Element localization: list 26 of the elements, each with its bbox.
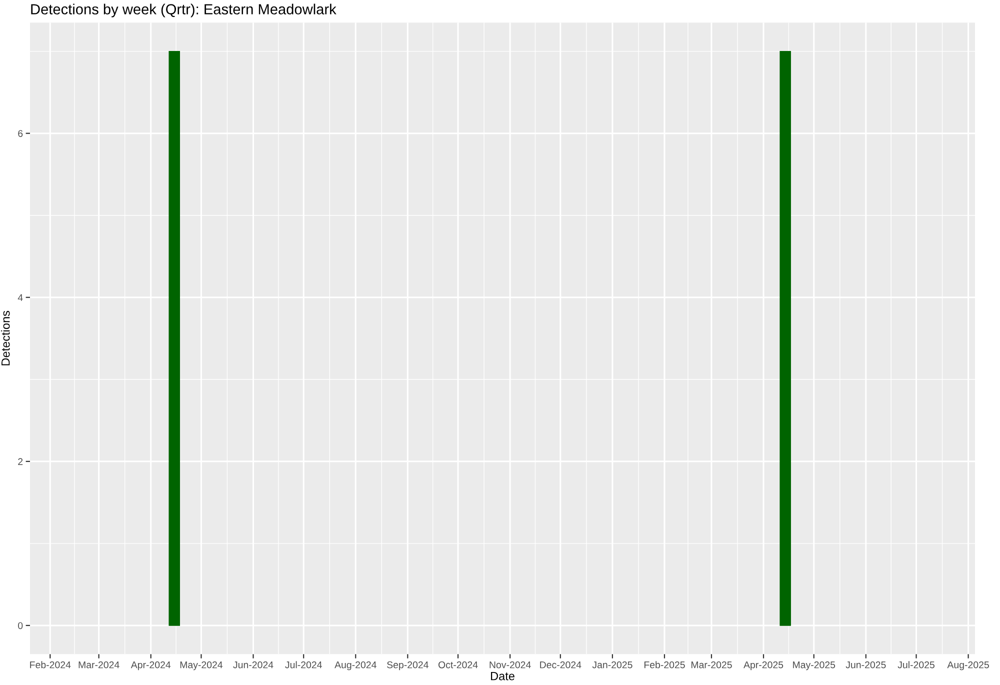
x-tick-label: Sep-2024 [387, 661, 428, 670]
x-tick-label: Jun-2024 [233, 661, 274, 668]
x-tick-label: Jan-2025 [592, 661, 632, 668]
x-tick-label: Jun-2025 [846, 661, 886, 668]
x-axis-title: Date [491, 672, 514, 680]
x-tick-label: Aug-2025 [947, 661, 989, 670]
x-tick-label: Oct-2024 [438, 661, 478, 668]
y-tick-label: 0 [18, 622, 23, 630]
x-tick-label: Aug-2024 [334, 661, 376, 670]
y-tick-label: 6 [18, 130, 23, 137]
x-tick-label: Nov-2024 [490, 661, 531, 668]
x-tick-label: May-2025 [793, 661, 836, 670]
x-tick-label: Mar-2024 [78, 661, 120, 668]
y-tick-label: 4 [18, 294, 23, 301]
x-tick-label: Jul-2024 [285, 661, 322, 668]
x-tick-label: Feb-2025 [644, 661, 685, 668]
x-tick-label: Dec-2024 [540, 661, 582, 668]
x-tick-label: Mar-2025 [691, 661, 732, 668]
x-tick-label: Apr-2025 [744, 661, 784, 670]
x-tick-label: Jul-2025 [898, 661, 934, 668]
x-tick-label: Feb-2024 [30, 661, 71, 668]
x-tick-label: May-2024 [180, 661, 223, 670]
y-tick-label: 2 [18, 458, 23, 465]
y-axis-title: Detections [1, 310, 10, 366]
chart-title: Detections by week (Qrtr): Eastern Meadowlark [31, 4, 336, 18]
x-tick-label: Apr-2024 [130, 661, 171, 670]
